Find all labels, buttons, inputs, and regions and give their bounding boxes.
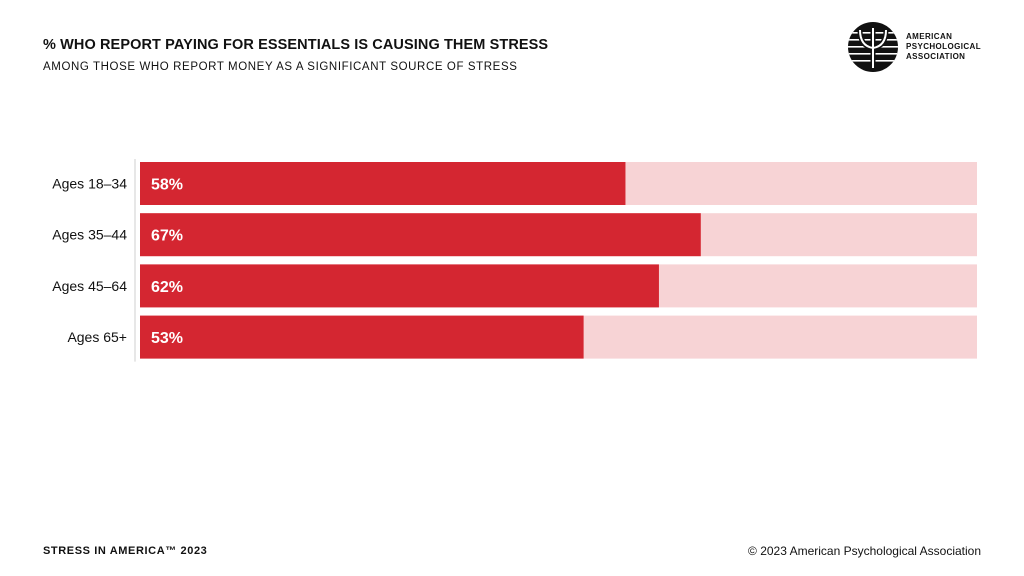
chart-subtitle: AMONG THOSE WHO REPORT MONEY AS A SIGNIF… [43, 61, 518, 73]
apa-logo-icon [848, 22, 898, 72]
bar [140, 162, 626, 205]
bar-value-label: 67% [151, 228, 183, 245]
bar [140, 213, 701, 257]
logo-line-1: AMERICAN [906, 32, 953, 41]
bar-value-label: 62% [151, 279, 183, 296]
footer-source: STRESS IN AMERICA™ 2023 [43, 545, 208, 557]
category-label: Ages 35–44 [52, 227, 127, 243]
bar [140, 264, 659, 308]
logo-line-2: PSYCHOLOGICAL [906, 42, 981, 51]
category-label: Ages 18–34 [52, 176, 127, 192]
category-label: Ages 65+ [67, 329, 127, 345]
bar-value-label: 58% [151, 177, 183, 194]
footer-copyright: © 2023 American Psychological Associatio… [748, 544, 981, 558]
chart-title: % WHO REPORT PAYING FOR ESSENTIALS IS CA… [43, 37, 549, 53]
apa-logo-text: AMERICAN PSYCHOLOGICAL ASSOCIATION [906, 32, 981, 62]
bar [140, 315, 584, 359]
bar-value-label: 53% [151, 330, 183, 347]
category-label: Ages 45–64 [52, 278, 127, 294]
logo-line-3: ASSOCIATION [906, 52, 966, 61]
apa-logo: AMERICAN PSYCHOLOGICAL ASSOCIATION [848, 22, 981, 72]
